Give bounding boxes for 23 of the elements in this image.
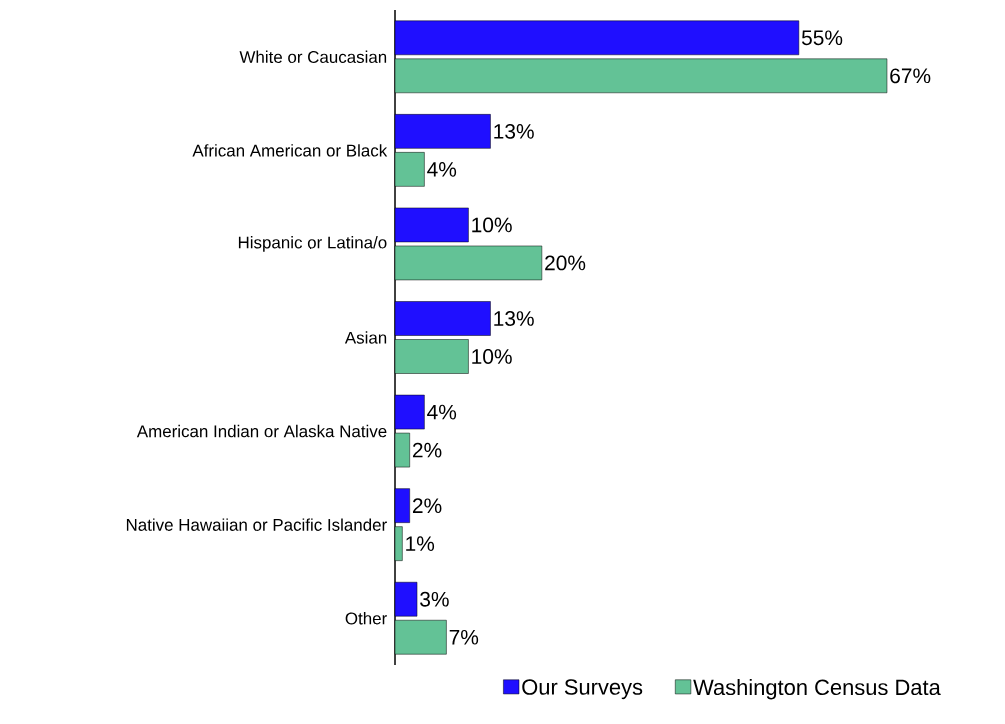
y-tick-label: American Indian or Alaska Native [136, 424, 387, 438]
data-label: 20% [545, 255, 586, 271]
data-label: 10% [472, 217, 512, 233]
data-label: 1% [406, 536, 435, 551]
data-label: 13% [494, 311, 534, 326]
data-label: 67% [890, 68, 931, 84]
y-tick-label: Hispanic or Latina/o [238, 236, 387, 252]
legend-label: Washington Census Data [693, 679, 941, 700]
data-label: 55% [801, 30, 843, 46]
data-label: 4% [427, 404, 457, 420]
data-label: 7% [449, 629, 479, 645]
y-tick-label: African American or Black [192, 144, 388, 157]
data-label: 2% [412, 442, 442, 458]
data-label: 2% [412, 498, 442, 514]
y-tick-label: Other [345, 612, 387, 625]
y-tick-label: White or Caucasian [239, 50, 387, 64]
y-tick-label: Asian [344, 331, 387, 344]
data-label: 13% [494, 123, 534, 139]
data-label: 4% [427, 162, 457, 177]
data-label: 3% [420, 591, 449, 607]
legend-label: Our Surveys [522, 679, 643, 700]
y-tick-label: Native Hawaiian or Pacific Islander [126, 518, 387, 531]
data-label: 10% [472, 349, 512, 364]
